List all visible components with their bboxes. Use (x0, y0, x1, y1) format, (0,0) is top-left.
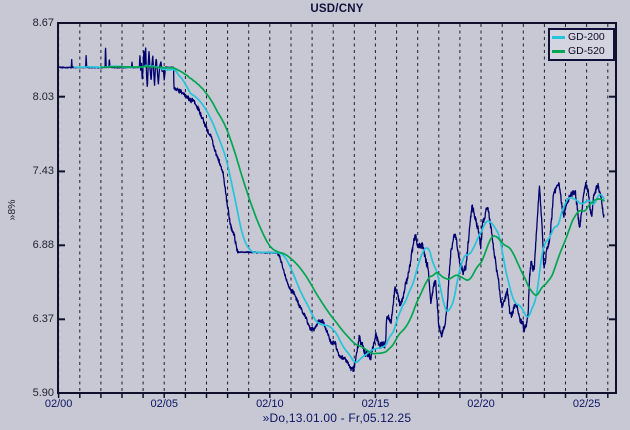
gd-520-line-swatch-icon (552, 49, 565, 53)
x-tick-label: 02/15 (361, 398, 390, 410)
x-tick-label: 02/05 (150, 398, 178, 410)
chart-title: USD/CNY (310, 3, 364, 15)
x-tick-label: 02/00 (44, 398, 73, 410)
y-tick-label: 5.90 (32, 387, 54, 399)
price-series-line (57, 47, 605, 372)
legend-label-gd200: GD-200 (568, 31, 605, 44)
plot-border (57, 22, 617, 394)
gd-520-line (100, 65, 605, 355)
date-range-label: »Do,13.01.00 - Fr,05.12.25 (262, 411, 412, 425)
legend-box: GD-200 GD-520 (548, 28, 615, 61)
legend-item-gd520: GD-520 (552, 45, 611, 58)
x-tick-label: 02/25 (572, 398, 601, 410)
y-tick-label: 7.43 (32, 165, 54, 178)
gd-200-line-swatch-icon (552, 36, 565, 40)
x-tick-label: 02/10 (256, 398, 284, 410)
gd-200-line (73, 64, 605, 364)
x-tick-label: 02/20 (467, 398, 495, 410)
y-tick-label: 6.37 (32, 313, 54, 326)
legend-label-gd520: GD-520 (568, 44, 605, 57)
legend-item-gd200: GD-200 (552, 31, 611, 44)
y-tick-label: 6.88 (32, 239, 54, 252)
y-tick-label: 8.03 (32, 90, 54, 103)
y-tick-label: 8.67 (32, 17, 54, 29)
